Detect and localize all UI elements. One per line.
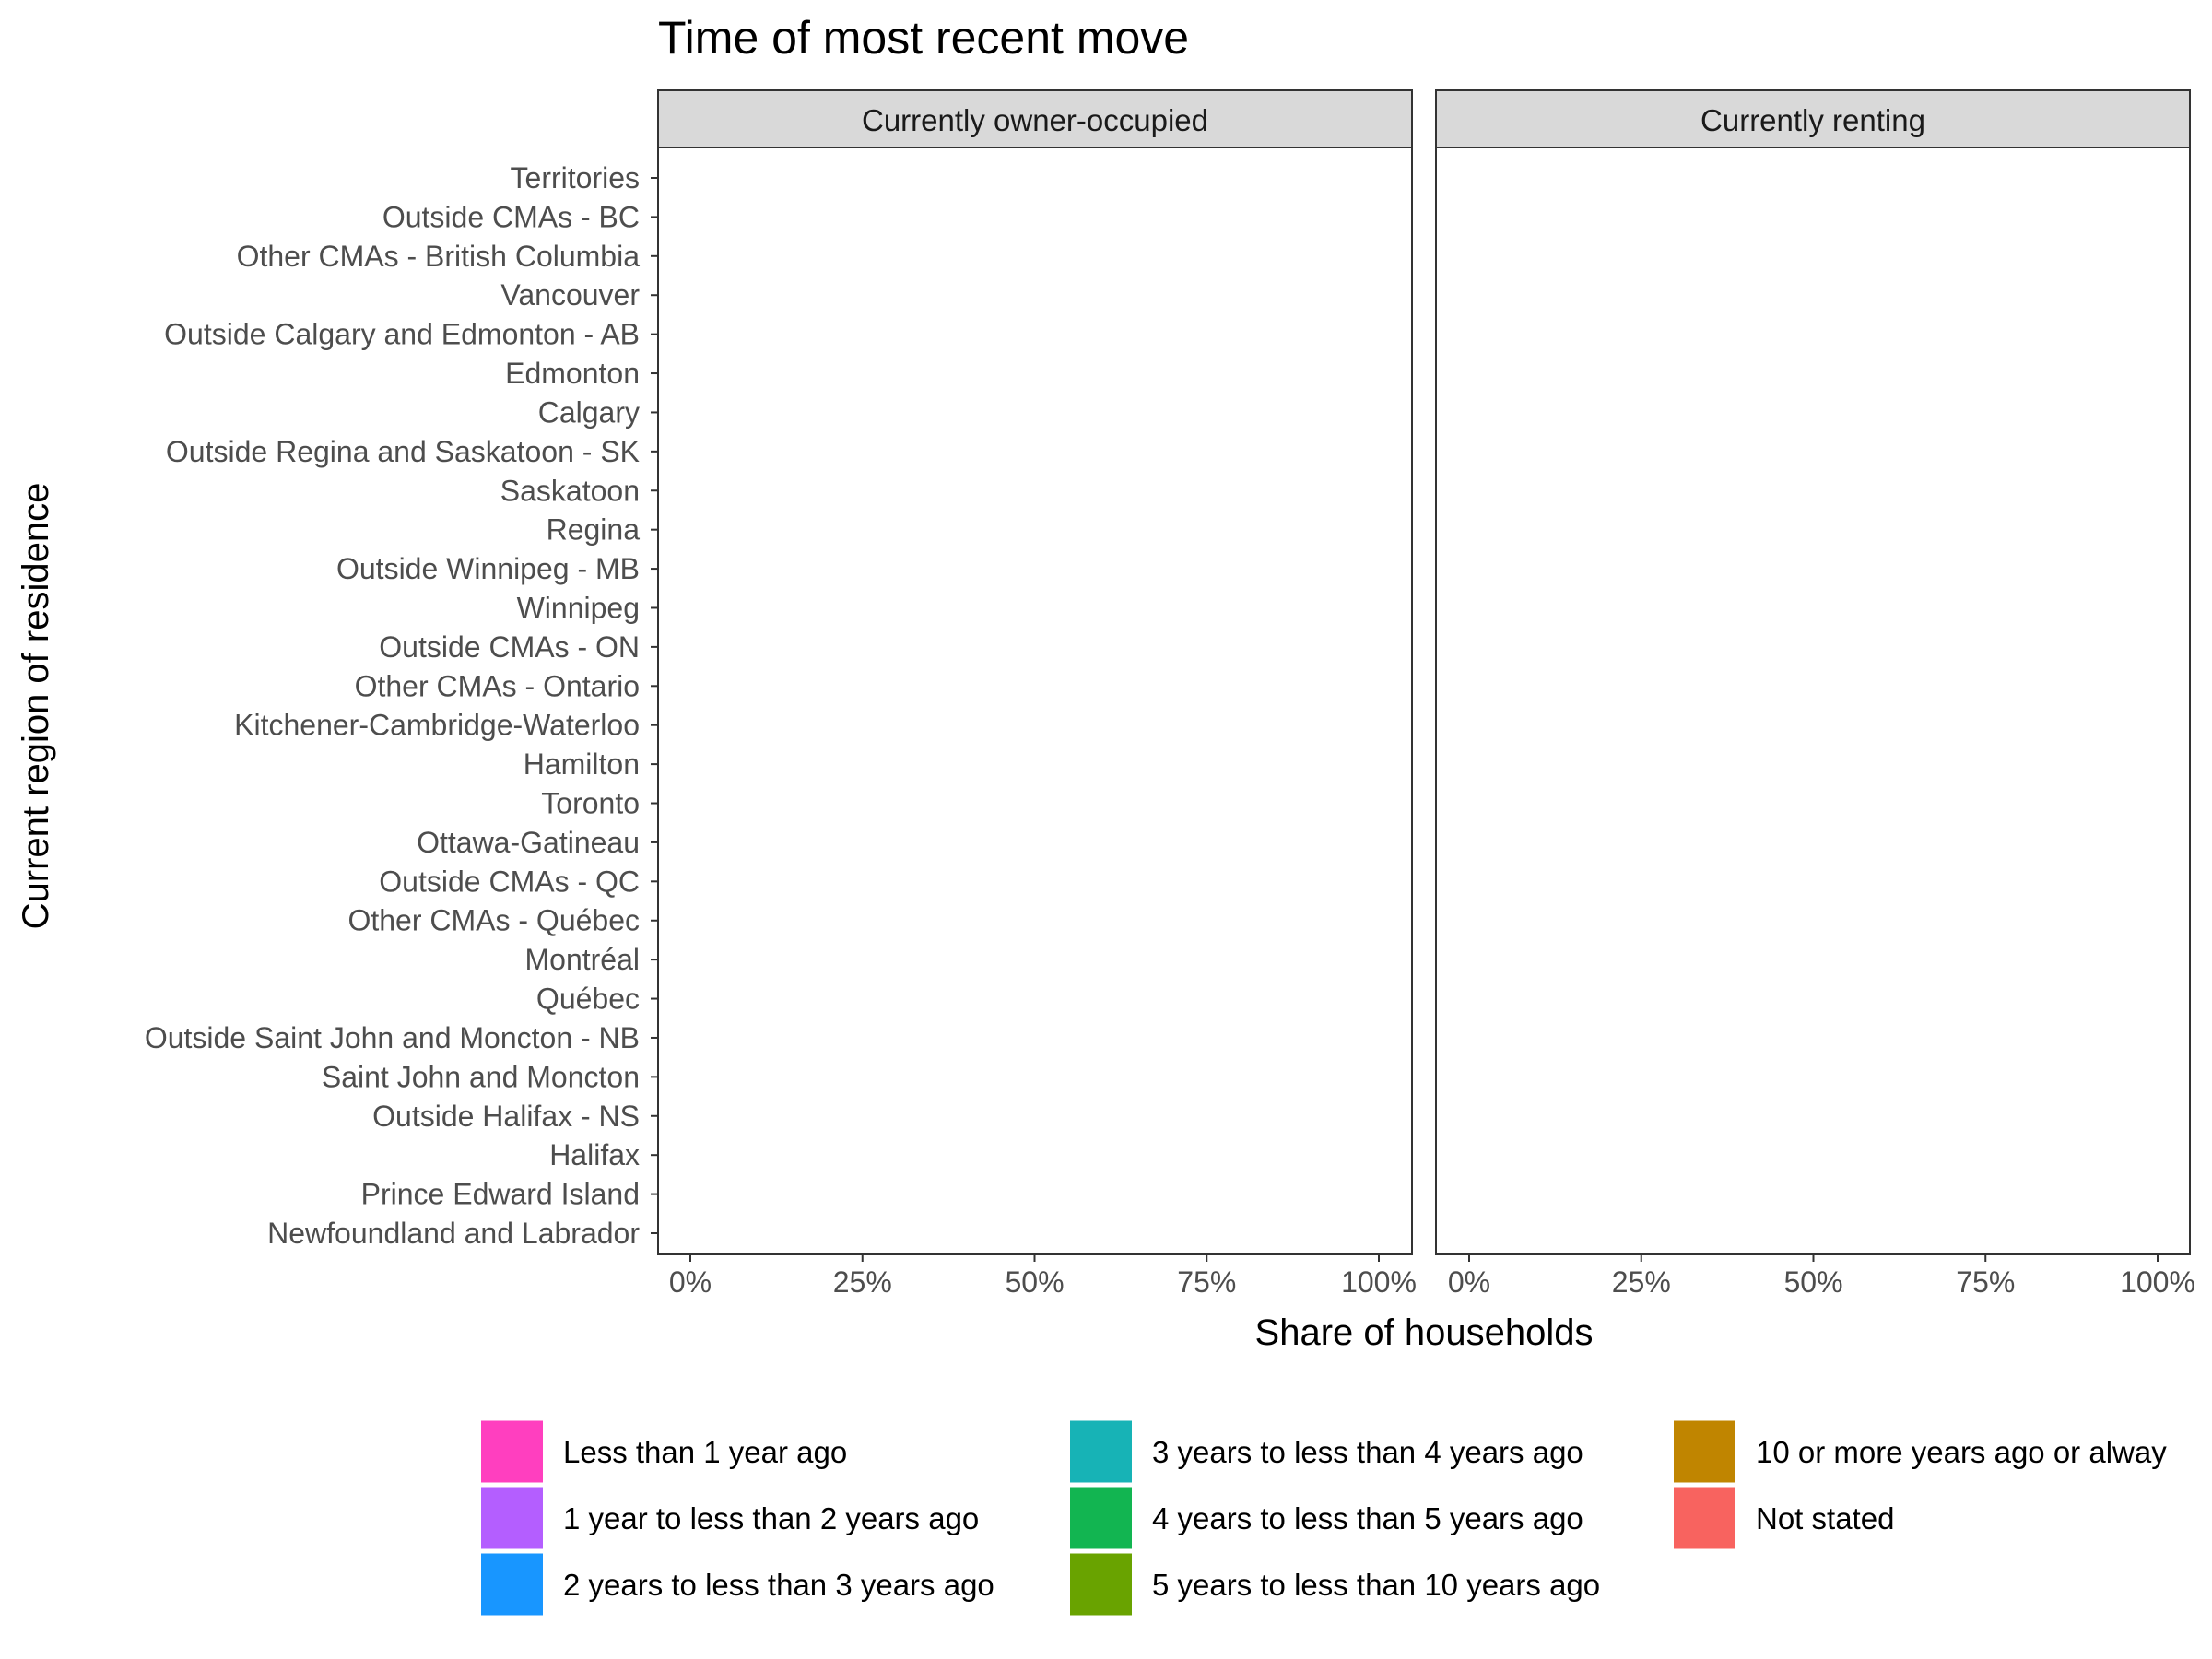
y-tick-label: Winnipeg <box>517 591 640 624</box>
y-tick-label: Saskatoon <box>500 474 640 507</box>
y-tick-label: Other CMAs - Ontario <box>355 669 640 702</box>
legend-label: 2 years to less than 3 years ago <box>563 1568 994 1602</box>
x-tick-label: 100% <box>1341 1265 1417 1299</box>
legend-key <box>481 1553 543 1616</box>
facet-panel: Currently owner-occupied 0% 25% 50% 75% 100% <box>657 89 1417 1299</box>
y-tick-label: Ottawa-Gatineau <box>417 826 640 859</box>
legend-item: 1 year to less than 2 years ago <box>481 1487 979 1549</box>
legend-key <box>1070 1420 1132 1483</box>
y-tick-label: Halifax <box>549 1138 640 1171</box>
legend-key <box>1674 1487 1735 1549</box>
x-axis-title: Share of households <box>1255 1312 1594 1353</box>
legend-item: Less than 1 year ago <box>481 1420 847 1483</box>
y-tick-label: Other CMAs - Québec <box>347 904 640 937</box>
x-tick-label: 75% <box>1177 1265 1236 1299</box>
legend-item: 3 years to less than 4 years ago <box>1070 1420 1583 1483</box>
y-tick-label: Regina <box>547 513 641 547</box>
y-tick-label: Québec <box>536 982 640 1016</box>
y-tick-label: Outside Halifax - NS <box>372 1100 640 1133</box>
legend-key <box>481 1487 543 1549</box>
y-tick-label: Outside Saint John and Moncton - NB <box>145 1021 640 1054</box>
x-tick-label: 25% <box>833 1265 892 1299</box>
y-tick-label: Outside Winnipeg - MB <box>336 552 640 585</box>
legend-label: 1 year to less than 2 years ago <box>563 1501 979 1535</box>
y-tick-label: Vancouver <box>500 278 640 312</box>
legend-label: Less than 1 year ago <box>563 1435 847 1469</box>
y-axis-title: Current region of residence <box>16 483 56 930</box>
x-tick-label: 50% <box>1005 1265 1064 1299</box>
chart-title: Time of most recent move <box>658 12 1189 64</box>
y-tick-label: Toronto <box>541 787 640 820</box>
legend-item: Not stated <box>1674 1487 1894 1549</box>
legend-key <box>481 1420 543 1483</box>
legend-item: 10 or more years ago or alway <box>1674 1420 2167 1483</box>
y-tick-label: Territories <box>511 161 640 194</box>
legend-label: Not stated <box>1756 1501 1894 1535</box>
y-tick-label: Hamilton <box>524 747 640 781</box>
panel-border <box>1435 147 2191 1255</box>
facet-strip-label: Currently renting <box>1700 103 1925 137</box>
y-tick-label: Outside CMAs - QC <box>379 865 640 898</box>
legend-key <box>1070 1487 1132 1549</box>
legend-item: 4 years to less than 5 years ago <box>1070 1487 1583 1549</box>
y-tick-label: Outside CMAs - ON <box>379 630 640 664</box>
panel-border <box>657 147 1413 1255</box>
y-tick-label: Calgary <box>538 395 640 429</box>
x-tick-label: 75% <box>1956 1265 2015 1299</box>
legend-key <box>1070 1553 1132 1616</box>
x-tick-label: 0% <box>669 1265 712 1299</box>
legend-label: 4 years to less than 5 years ago <box>1152 1501 1583 1535</box>
legend-label: 10 or more years ago or alway <box>1756 1435 2167 1469</box>
y-tick-label: Outside Regina and Saskatoon - SK <box>166 435 640 468</box>
y-tick-label: Prince Edward Island <box>361 1178 640 1211</box>
x-tick-label: 0% <box>1448 1265 1490 1299</box>
facet-strip <box>657 89 1413 148</box>
facet-strip <box>1435 89 2191 148</box>
y-tick-label: Saint John and Moncton <box>322 1060 640 1093</box>
y-tick-label: Kitchener-Cambridge-Waterloo <box>234 709 640 742</box>
legend-item: 2 years to less than 3 years ago <box>481 1553 994 1616</box>
y-tick-label: Newfoundland and Labrador <box>267 1217 640 1250</box>
facet-strip-label: Currently owner-occupied <box>862 103 1208 137</box>
y-tick-label: Outside Calgary and Edmonton - AB <box>164 318 640 351</box>
x-tick-label: 50% <box>1783 1265 1842 1299</box>
facet-panel: Currently renting 0% 25% 50% 75% 100% <box>1435 89 2195 1299</box>
y-axis: Newfoundland and Labrador Prince Edward I… <box>145 161 658 1250</box>
legend-item: 5 years to less than 10 years ago <box>1070 1553 1600 1616</box>
x-tick-label: 100% <box>2120 1265 2195 1299</box>
y-tick-label: Other CMAs - British Columbia <box>237 240 641 273</box>
y-tick-label: Montréal <box>525 943 641 976</box>
legend-key <box>1674 1420 1735 1483</box>
x-tick-label: 25% <box>1612 1265 1671 1299</box>
y-tick-label: Edmonton <box>505 357 640 390</box>
y-tick-label: Outside CMAs - BC <box>382 200 640 233</box>
legend-label: 5 years to less than 10 years ago <box>1152 1568 1600 1602</box>
legend: Less than 1 year ago 1 year to less than … <box>481 1420 2167 1616</box>
legend-label: 3 years to less than 4 years ago <box>1152 1435 1583 1469</box>
